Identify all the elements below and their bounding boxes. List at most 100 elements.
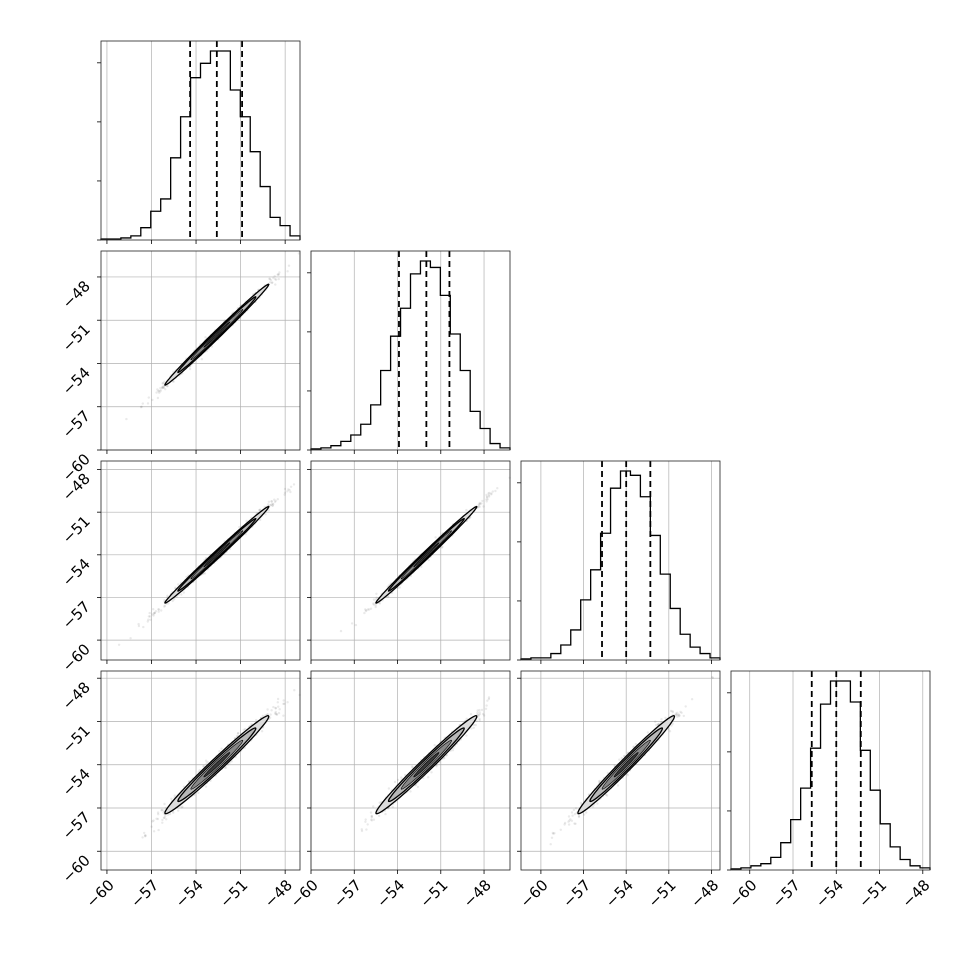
sample-point (271, 504, 274, 507)
density-contour (203, 542, 231, 568)
sample-point (478, 501, 481, 505)
panel-frame (100, 40, 301, 241)
panel-0-0 (97, 40, 301, 244)
sample-point (151, 820, 154, 823)
sample-point (364, 820, 367, 823)
sample-point (286, 701, 289, 704)
panel-frame (100, 250, 301, 451)
sample-point (378, 602, 382, 605)
sample-point (292, 483, 296, 486)
sample-point (274, 278, 278, 281)
sample-point (152, 608, 155, 611)
sample-point (363, 611, 366, 615)
sample-point (618, 758, 621, 761)
sample-point (293, 689, 296, 692)
sample-point (167, 602, 170, 605)
sample-point (268, 277, 271, 280)
sample-point (182, 591, 185, 594)
sample-point (159, 390, 162, 393)
sample-point (269, 503, 273, 506)
sample-point (180, 593, 183, 596)
sample-point (574, 807, 578, 810)
sample-point (162, 382, 165, 385)
panel-3-2 (517, 670, 721, 874)
sample-point (274, 499, 277, 502)
panel-grid (310, 251, 485, 450)
sample-point (409, 790, 412, 793)
sample-point (172, 811, 175, 814)
sample-point (200, 358, 204, 361)
panel-frame (310, 250, 511, 451)
sample-point (276, 697, 280, 701)
sample-point (278, 271, 281, 274)
panel-frame (310, 670, 511, 871)
sample-point (140, 405, 143, 408)
sample-point (163, 604, 167, 607)
sample-point (283, 491, 287, 494)
sample-point (260, 730, 264, 733)
sample-point (158, 391, 161, 394)
sample-point (427, 776, 430, 779)
panel-2-0 (97, 460, 301, 664)
sample-point (494, 489, 497, 493)
sample-point (259, 518, 262, 522)
sample-point (277, 705, 280, 708)
sample-point (143, 831, 146, 835)
sample-point (162, 386, 166, 389)
sample-point (276, 701, 279, 704)
sample-point (287, 488, 290, 491)
sample-point (370, 819, 374, 822)
sample-point (393, 780, 397, 784)
sample-point (152, 830, 156, 833)
panel-3-0 (97, 670, 301, 874)
sample-point (173, 598, 176, 601)
sample-point (440, 546, 444, 549)
sample-point (165, 818, 168, 821)
sample-point (146, 402, 150, 405)
sample-point (485, 704, 488, 707)
sample-point (270, 500, 273, 503)
sample-point (271, 504, 274, 507)
sample-point (481, 499, 484, 503)
sample-point (271, 281, 274, 284)
sample-point (157, 390, 160, 393)
sample-point (204, 759, 208, 762)
sample-point (164, 388, 167, 391)
panel-3-1 (307, 670, 511, 874)
sample-point (369, 811, 373, 814)
sample-point (157, 608, 161, 611)
sample-point (273, 498, 276, 501)
sample-point (370, 816, 373, 819)
sample-point (166, 385, 169, 388)
sample-point (159, 386, 162, 390)
sample-point (372, 598, 376, 601)
sample-point (286, 490, 289, 493)
histogram-2 (520, 470, 721, 660)
sample-point (117, 643, 121, 646)
sample-point (160, 809, 163, 812)
sample-point (274, 278, 277, 281)
sample-point (154, 610, 158, 613)
sample-point (258, 508, 261, 512)
sample-point (157, 389, 160, 392)
sample-point (156, 388, 159, 391)
sample-point (391, 805, 394, 809)
sample-point (173, 794, 176, 797)
sample-point (162, 386, 165, 389)
sample-point (267, 503, 270, 506)
sample-point (369, 607, 373, 610)
sample-point (364, 608, 367, 611)
sample-point (478, 505, 481, 508)
sample-point (268, 277, 272, 281)
sample-point (210, 345, 214, 348)
sample-point (269, 504, 272, 507)
sample-point (153, 611, 156, 615)
sample-point (396, 778, 400, 782)
sample-point (269, 713, 272, 716)
sample-point (137, 622, 140, 626)
sample-point (480, 708, 484, 712)
sample-point (203, 572, 207, 575)
sample-point (168, 812, 172, 816)
